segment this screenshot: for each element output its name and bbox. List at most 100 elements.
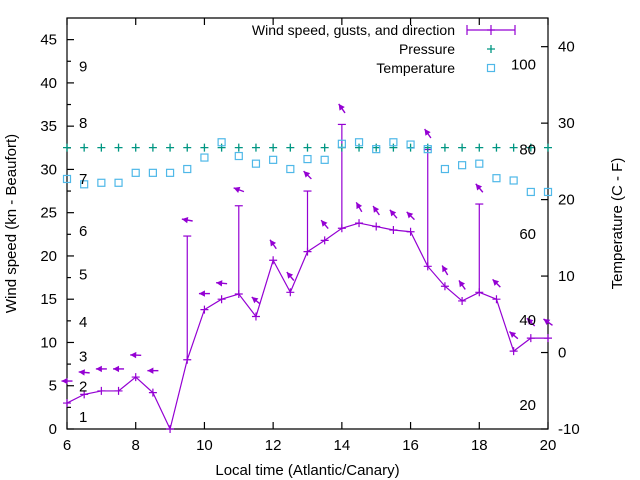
y-tick-label-left: 30	[40, 161, 57, 178]
wind-direction-arrowhead	[321, 220, 328, 227]
wind-speed-marker	[251, 312, 260, 321]
temperature-marker	[406, 140, 415, 149]
wind-speed-marker	[406, 227, 415, 236]
pressure-marker	[97, 143, 106, 152]
wind-speed-marker	[234, 290, 243, 299]
pressure-marker	[303, 143, 312, 152]
legend-marker-pressure	[487, 45, 495, 53]
legend-label-1: Pressure	[399, 41, 455, 57]
wind-direction-arrowhead	[458, 280, 466, 288]
wind-direction-arrowhead	[509, 331, 517, 338]
pressure-marker	[372, 143, 381, 152]
temperature-marker	[543, 187, 553, 197]
wind-direction-arrowhead	[389, 209, 397, 217]
temperature-marker	[251, 159, 261, 168]
wind-direction-arrowhead	[269, 239, 277, 247]
y-tick-label-left: 15	[40, 291, 57, 308]
temperature-marker	[492, 174, 501, 183]
temperature-marker	[372, 145, 381, 154]
y-tick-label-left: 45	[40, 32, 57, 49]
wind-speed-marker	[217, 295, 226, 304]
temperature-marker	[440, 164, 450, 174]
y-tick-label-left: 5	[49, 378, 57, 395]
x-tick-label: 8	[132, 437, 140, 454]
temperature-marker	[303, 154, 312, 164]
pressure-marker	[458, 143, 467, 152]
temperature-marker	[526, 187, 535, 197]
temperature-marker	[131, 168, 140, 177]
beaufort-label: 2	[79, 379, 87, 396]
pressure-marker	[286, 143, 295, 152]
wind-speed-marker	[148, 388, 157, 397]
wind-direction-arrowhead	[61, 377, 68, 385]
wind-direction-arrowhead	[286, 272, 294, 279]
pressure-marker	[217, 143, 226, 152]
y-tick-label-right: 30	[558, 115, 575, 132]
wind-direction-arrowhead	[95, 365, 102, 373]
pressure-marker	[166, 143, 175, 152]
temperature-marker	[165, 168, 175, 177]
wind-speed-marker	[509, 347, 518, 356]
wind-speed-marker	[355, 219, 364, 228]
wind-speed-marker	[166, 425, 175, 433]
wind-speed-marker	[389, 225, 398, 234]
pressure-marker	[423, 143, 432, 152]
temperature-marker	[97, 178, 106, 187]
temperature-marker	[286, 164, 295, 174]
wind-direction-arrowhead	[543, 318, 551, 326]
wind-direction-arrowhead	[492, 279, 500, 286]
fahrenheit-label: 100	[511, 56, 536, 73]
wind-speed-marker	[492, 295, 501, 304]
x-tick-label: 18	[471, 437, 488, 454]
y-tick-label-right: 40	[558, 39, 575, 56]
y-tick-label-right: 0	[558, 345, 566, 362]
pressure-marker	[63, 143, 71, 152]
data-series-layer	[61, 103, 553, 433]
x-tick-label: 12	[265, 437, 282, 454]
temperature-marker	[354, 138, 364, 147]
y-tick-label-left: 10	[40, 334, 57, 351]
temperature-marker	[62, 174, 72, 184]
pressure-marker	[492, 143, 501, 152]
y-tick-label-left: 20	[40, 248, 57, 265]
plot-frame-layer	[66, 17, 549, 430]
wind-speed-marker	[97, 386, 106, 395]
wind-direction-arrowhead	[406, 211, 414, 219]
fahrenheit-label: 80	[519, 141, 536, 158]
pressure-marker	[526, 143, 535, 152]
y-axis-title: Wind speed (kn - Beaufort)	[3, 134, 20, 313]
wind-speed-marker	[440, 282, 449, 291]
wind-direction-arrowhead	[338, 103, 345, 111]
y-tick-label-right: -10	[558, 421, 580, 438]
y-tick-label-left: 35	[40, 118, 57, 135]
wind-direction-arrowhead	[373, 206, 380, 213]
beaufort-label: 9	[79, 59, 87, 76]
fahrenheit-label: 60	[519, 226, 536, 243]
y-tick-label-left: 25	[40, 205, 57, 222]
y-tick-label-left: 40	[40, 75, 57, 92]
legend-label-0: Wind speed, gusts, and direction	[252, 22, 455, 38]
pressure-marker	[320, 143, 329, 152]
pressure-marker	[131, 143, 140, 152]
wind-direction-arrowhead	[130, 351, 137, 359]
pressure-marker	[148, 143, 157, 152]
wind-speed-marker	[423, 262, 432, 271]
wind-speed-marker	[372, 222, 381, 231]
pressure-marker	[389, 143, 398, 152]
x-tick-label: 10	[196, 437, 213, 454]
legend-marker-temperature	[486, 63, 496, 73]
wind-speed-marker	[475, 288, 484, 297]
pressure-marker	[114, 143, 123, 152]
wind-direction-arrowhead	[181, 216, 189, 224]
wind-speed-marker	[183, 355, 192, 364]
pressure-marker	[80, 143, 89, 152]
axis-label-layer: 051015202530354045123456789-100102030402…	[3, 32, 626, 479]
temperature-marker	[217, 138, 226, 147]
wind-direction-arrowhead	[251, 296, 259, 304]
x-tick-label: 16	[402, 437, 419, 454]
x-tick-label: 14	[334, 437, 351, 454]
wind-speed-marker	[200, 305, 209, 314]
wind-direction-arrowhead	[113, 365, 120, 373]
temperature-marker	[234, 151, 243, 161]
